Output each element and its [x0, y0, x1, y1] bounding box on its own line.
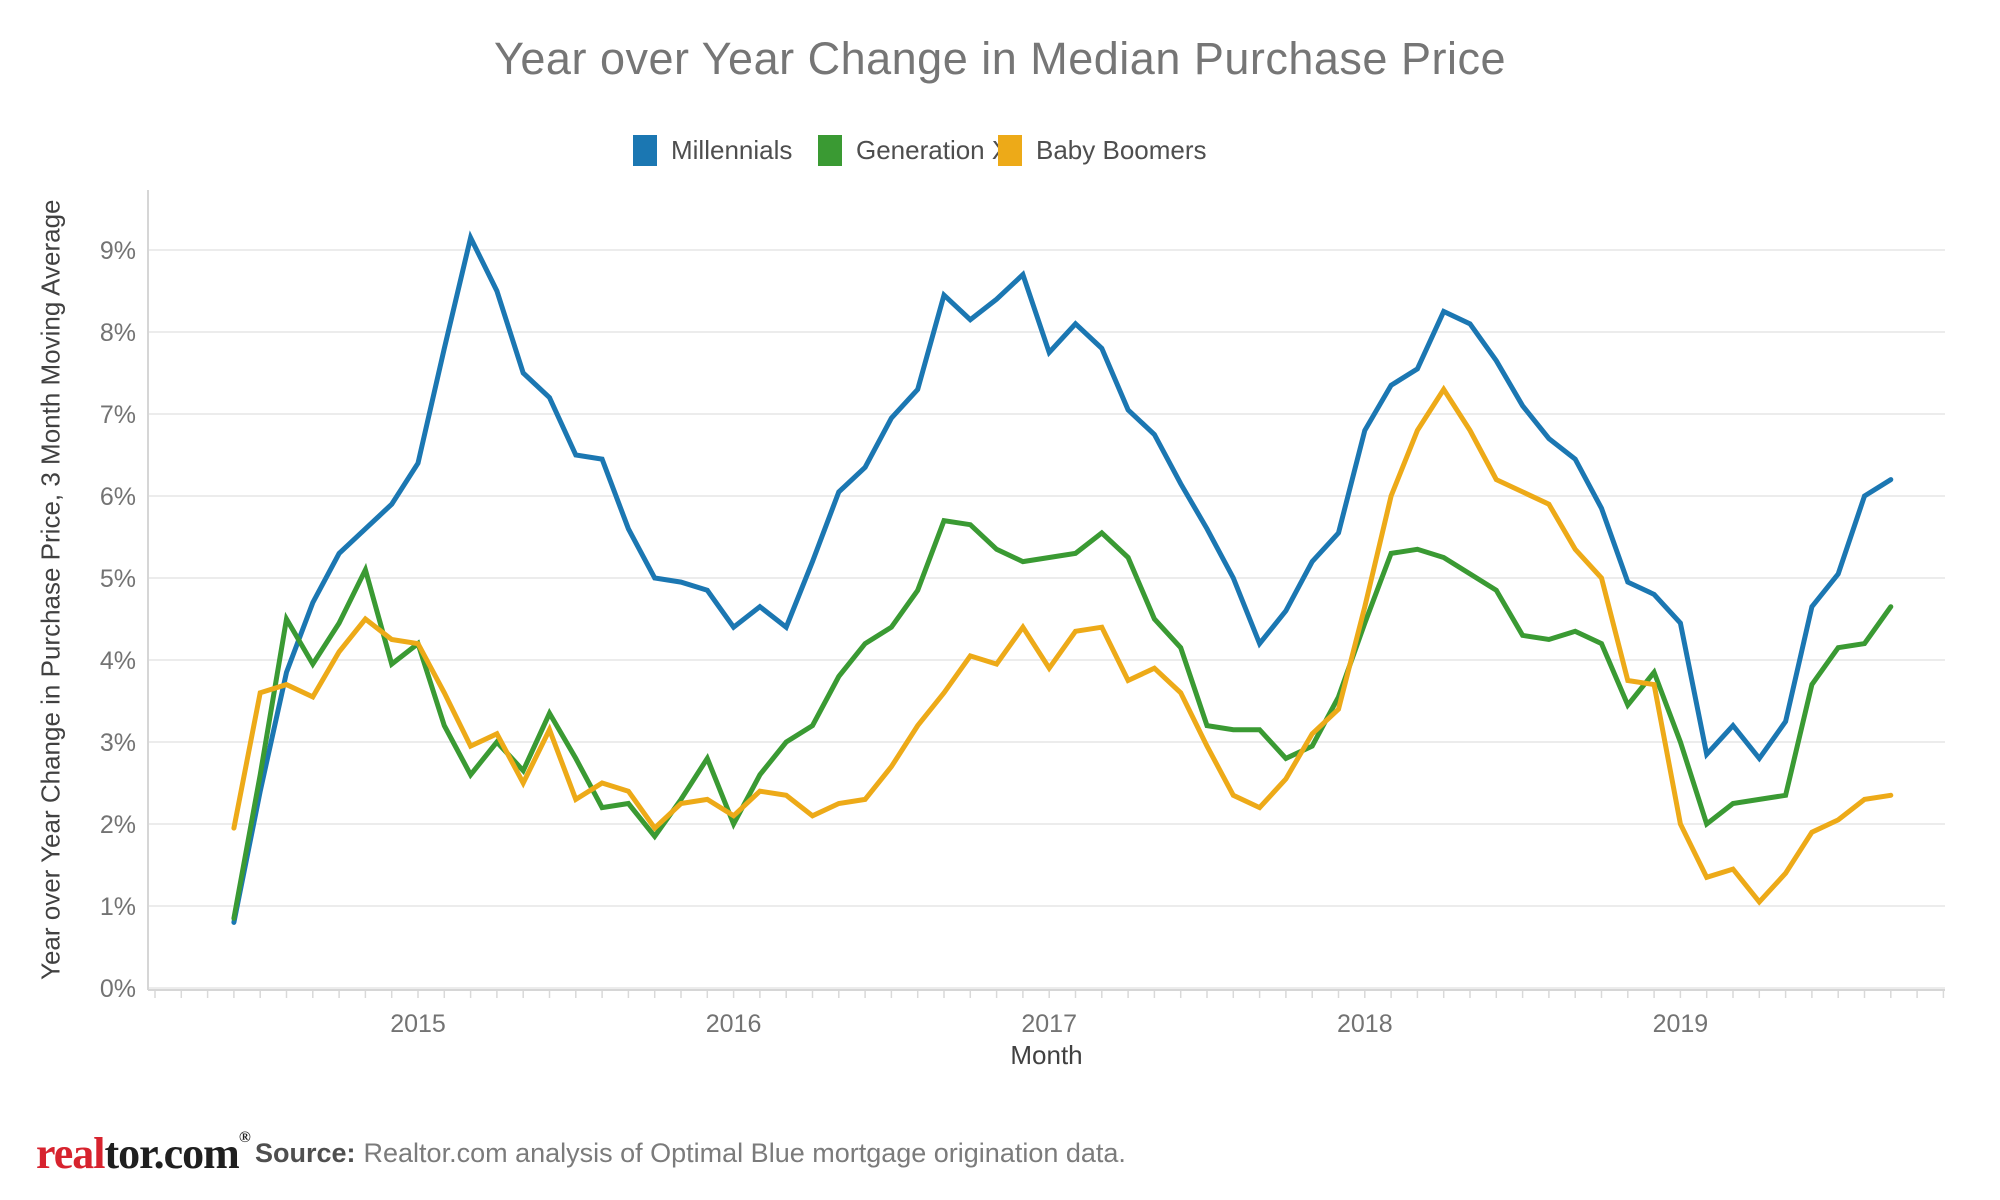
legend-swatch-icon	[818, 134, 842, 166]
legend-swatch-icon	[633, 134, 657, 166]
x-tick-label: 2016	[706, 1010, 762, 1038]
legend-item-millennials[interactable]: Millennials	[633, 130, 792, 170]
x-axis-title: Month	[1010, 1040, 1083, 1070]
y-tick-label: 6%	[100, 483, 136, 511]
logo-real-text: real	[36, 1129, 105, 1178]
y-axis-title: Year over Year Change in Purchase Price,…	[35, 199, 66, 981]
y-tick-label: 0%	[100, 975, 136, 1003]
y-tick-label: 4%	[100, 647, 136, 675]
legend-item-baby-boomers[interactable]: Baby Boomers	[998, 130, 1207, 170]
y-tick-label: 5%	[100, 565, 136, 593]
series-line-baby-boomers	[231, 384, 1894, 906]
realtor-logo: realtor.com®	[36, 1128, 251, 1179]
series-line-millennials	[231, 230, 1894, 925]
logo-rest-text: tor.com	[104, 1129, 240, 1178]
source-label: Source:	[255, 1138, 356, 1168]
y-tick-label: 1%	[100, 893, 136, 921]
y-tick-label: 7%	[100, 401, 136, 429]
legend-swatch-icon	[998, 134, 1022, 166]
legend-label: Generation X	[856, 134, 1010, 165]
x-tick-label: 2019	[1653, 1010, 1709, 1038]
y-tick-label: 9%	[100, 237, 136, 265]
y-tick-label: 2%	[100, 811, 136, 839]
y-tick-label: 8%	[100, 319, 136, 347]
footer: realtor.com® Source: Realtor.com analysis…	[0, 1122, 2000, 1182]
legend-label: Baby Boomers	[1036, 134, 1207, 165]
y-tick-label: 3%	[100, 729, 136, 757]
chart-title: Year over Year Change in Median Purchase…	[494, 33, 1506, 84]
source-line: Source: Realtor.com analysis of Optimal B…	[255, 1138, 1126, 1169]
legend-label: Millennials	[671, 134, 793, 165]
x-tick-label: 2015	[390, 1010, 446, 1038]
x-tick-label: 2017	[1021, 1010, 1077, 1038]
legend-item-generation-x[interactable]: Generation X	[818, 130, 1009, 170]
x-tick-label: 2018	[1337, 1010, 1393, 1038]
legend: Millennials Generation X Baby Boomers	[0, 130, 2000, 174]
registered-mark-icon: ®	[238, 1129, 251, 1146]
source-text: Realtor.com analysis of Optimal Blue mor…	[363, 1138, 1126, 1168]
series-line-generation-x	[231, 517, 1894, 921]
